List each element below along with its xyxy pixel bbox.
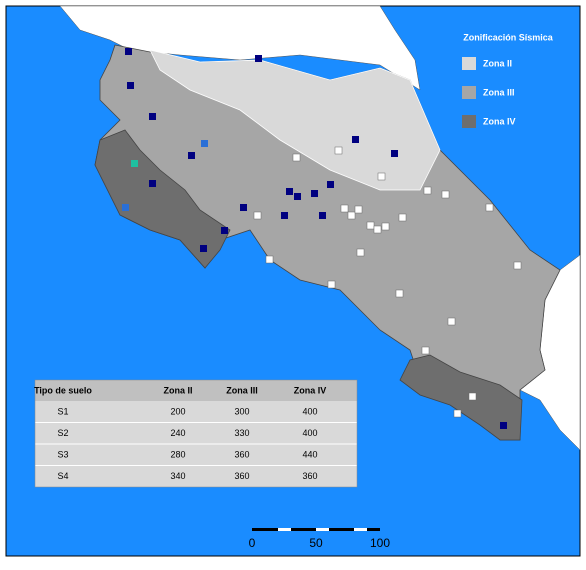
table-cell: S3 [57,449,68,459]
table-cell: 400 [302,406,317,416]
table-cell: 240 [170,428,185,438]
station [125,48,132,55]
legend-swatch [462,115,476,128]
station [311,190,318,197]
station [255,55,262,62]
legend-label: Zona II [483,58,512,68]
legend-label: Zona IV [483,116,516,126]
table-cell: 300 [234,406,249,416]
station [240,204,247,211]
legend-title: Zonificación Sísmica [463,32,554,42]
station [127,82,134,89]
station [201,140,208,147]
station [468,392,477,401]
station [366,221,375,230]
scale-bar [252,528,380,531]
station [513,261,522,270]
station [221,227,228,234]
zona-iv-osa [399,354,523,441]
table-cell: 200 [170,406,185,416]
station [347,211,356,220]
table-header-bg [35,380,357,401]
table-header-cell: Zona IV [294,385,327,395]
station [319,212,326,219]
station [500,422,507,429]
table-cell: 280 [170,449,185,459]
scale-label: 50 [309,536,323,550]
table-cell: 340 [170,471,185,481]
station [381,222,390,231]
station [149,113,156,120]
nicaragua [59,5,421,91]
station [423,186,432,195]
station [441,190,450,199]
table-header-cell: Zona II [164,385,193,395]
station [447,317,456,326]
station [327,280,336,289]
table-cell: S4 [57,471,68,481]
station [265,255,274,264]
station [421,346,430,355]
table-cell: S2 [57,428,68,438]
table-border [34,379,358,488]
station [354,205,363,214]
scale-label: 0 [249,536,256,550]
table-cell: S1 [57,406,68,416]
station [292,153,301,162]
station [149,180,156,187]
station [398,213,407,222]
station [340,204,349,213]
station [200,245,207,252]
station [352,136,359,143]
station [334,146,343,155]
station [485,203,494,212]
stations [122,48,522,429]
table-cell: 330 [234,428,249,438]
station [395,289,404,298]
scale-label: 100 [370,536,390,550]
station [253,211,262,220]
scale-bar-segment [316,528,329,531]
legend-swatch [462,86,476,99]
legend-swatch [462,57,476,70]
station [294,193,301,200]
station [122,204,129,211]
station [281,212,288,219]
table-header-cell: Zona III [226,385,258,395]
station [131,160,138,167]
zona-iv-nicoya [94,129,231,269]
table-cell: 360 [234,471,249,481]
station [356,248,365,257]
station [327,181,334,188]
table-cell: 440 [302,449,317,459]
station [377,172,386,181]
zona-ii-region [149,49,441,191]
scale-bar-segment [354,528,367,531]
station [373,225,382,234]
legend-label: Zona III [483,87,515,97]
scale-bar-segment [278,528,291,531]
station [391,150,398,157]
table-cell: 360 [234,449,249,459]
station [453,409,462,418]
station [286,188,293,195]
table-cell: 360 [302,471,317,481]
soil-table [34,379,358,488]
table-header-cell: Tipo de suelo [34,385,92,395]
table-cell: 400 [302,428,317,438]
station [188,152,195,159]
